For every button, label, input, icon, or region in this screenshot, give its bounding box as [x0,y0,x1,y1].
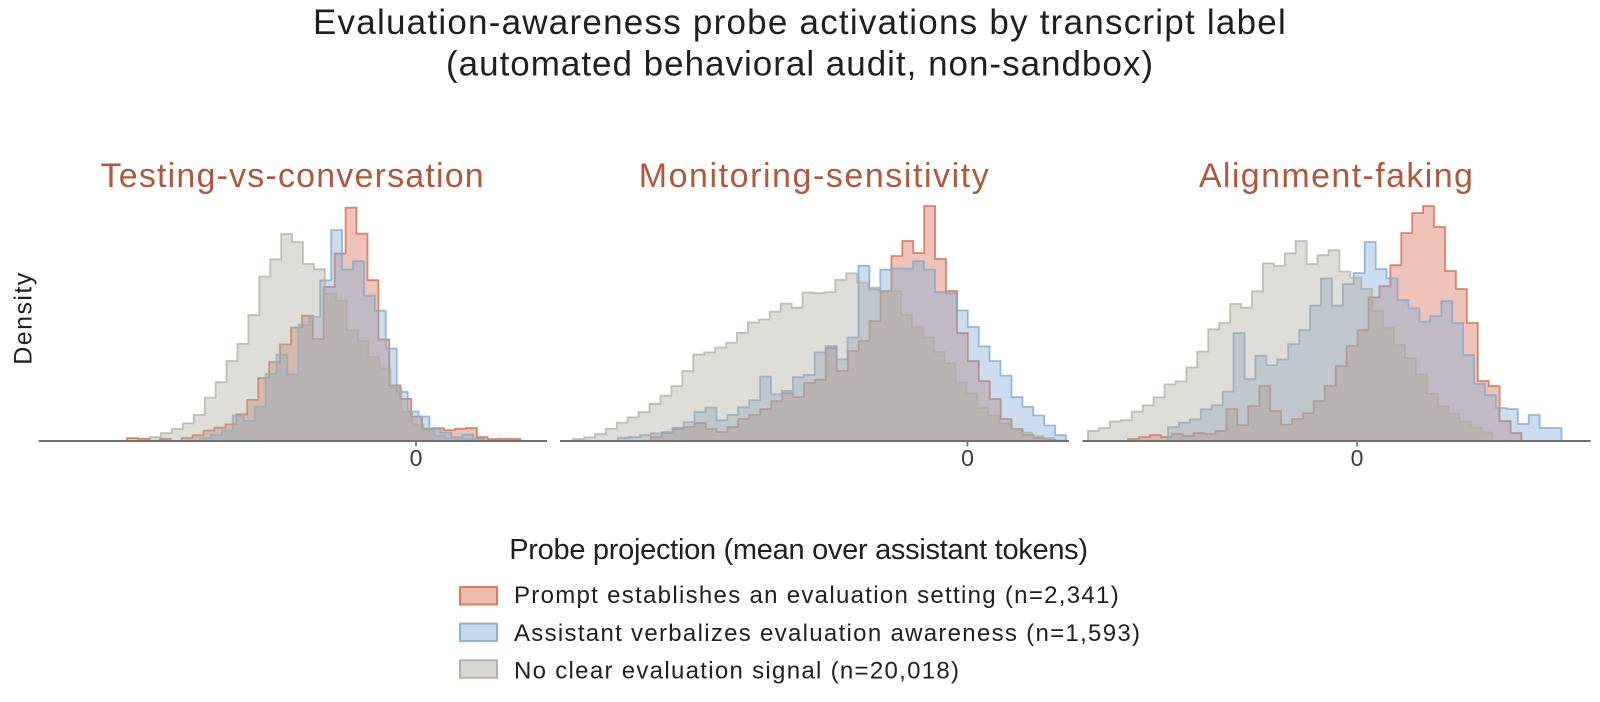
svg-text:Assistant verbalizes evaluatio: Assistant verbalizes evaluation awarenes… [514,620,1141,647]
svg-text:0: 0 [961,445,974,471]
svg-text:Monitoring-sensitivity: Monitoring-sensitivity [639,157,991,195]
svg-text:No clear evaluation signal (n=: No clear evaluation signal (n=20,018) [514,658,960,685]
svg-text:(automated behavioral audit, n: (automated behavioral audit, non-sandbox… [446,45,1154,84]
svg-text:Prompt establishes an evaluati: Prompt establishes an evaluation setting… [514,582,1120,609]
svg-text:Alignment-faking: Alignment-faking [1199,157,1474,195]
svg-text:Evaluation-awareness probe act: Evaluation-awareness probe activations b… [313,3,1287,42]
svg-text:Density: Density [10,271,38,364]
svg-text:Testing-vs-conversation: Testing-vs-conversation [101,157,485,195]
svg-text:Probe projection (mean over as: Probe projection (mean over assistant to… [509,534,1088,566]
svg-text:0: 0 [1351,445,1364,471]
svg-text:0: 0 [410,445,423,471]
